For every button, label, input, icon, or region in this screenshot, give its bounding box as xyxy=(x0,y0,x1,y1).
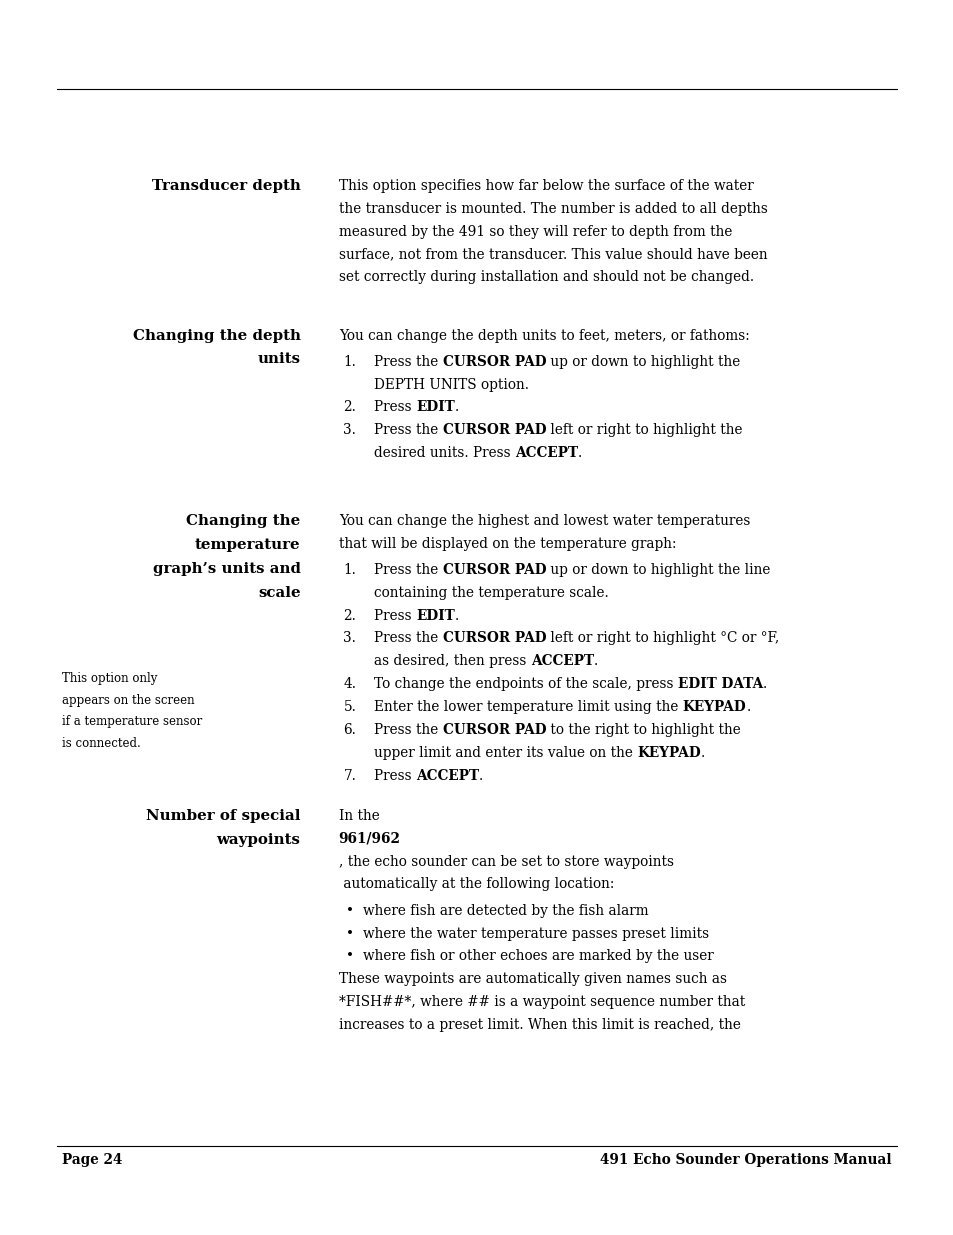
Text: desired units. Press: desired units. Press xyxy=(374,446,515,461)
Text: CURSOR PAD: CURSOR PAD xyxy=(442,631,546,646)
Text: 5.: 5. xyxy=(343,700,355,714)
Text: Press the: Press the xyxy=(374,722,442,737)
Text: EDIT: EDIT xyxy=(416,609,455,622)
Text: Number of special: Number of special xyxy=(146,809,300,823)
Text: where fish or other echoes are marked by the user: where fish or other echoes are marked by… xyxy=(362,950,713,963)
Text: You can change the depth units to feet, meters, or fathoms:: You can change the depth units to feet, … xyxy=(338,329,749,342)
Text: Changing the: Changing the xyxy=(186,514,300,527)
Text: .: . xyxy=(593,655,598,668)
Text: 2.: 2. xyxy=(343,609,355,622)
Text: surface, not from the transducer. This value should have been: surface, not from the transducer. This v… xyxy=(338,247,766,262)
Text: 3.: 3. xyxy=(343,424,355,437)
Text: containing the temperature scale.: containing the temperature scale. xyxy=(374,585,608,600)
Text: EDIT DATA: EDIT DATA xyxy=(678,677,762,692)
Text: This option only: This option only xyxy=(62,672,157,685)
Text: This option specifies how far below the surface of the water: This option specifies how far below the … xyxy=(338,179,753,193)
Text: left or right to highlight the: left or right to highlight the xyxy=(546,424,742,437)
Text: KEYPAD: KEYPAD xyxy=(682,700,745,714)
Text: DEPTH UNITS option.: DEPTH UNITS option. xyxy=(374,378,528,391)
Text: 1.: 1. xyxy=(343,354,355,369)
Text: units: units xyxy=(257,352,300,367)
Text: where fish are detected by the fish alarm: where fish are detected by the fish alar… xyxy=(362,904,647,918)
Text: .: . xyxy=(455,400,458,415)
Text: set correctly during installation and should not be changed.: set correctly during installation and sh… xyxy=(338,270,753,284)
Text: is connected.: is connected. xyxy=(62,737,141,750)
Text: •: • xyxy=(346,950,354,963)
Text: .: . xyxy=(478,768,483,783)
Text: 491 Echo Sounder Operations Manual: 491 Echo Sounder Operations Manual xyxy=(599,1153,891,1167)
Text: .: . xyxy=(762,677,766,692)
Text: Press the: Press the xyxy=(374,563,442,577)
Text: ACCEPT: ACCEPT xyxy=(416,768,478,783)
Text: .: . xyxy=(700,746,704,760)
Text: In the: In the xyxy=(338,809,379,823)
Text: Press: Press xyxy=(374,609,416,622)
Text: left or right to highlight °C or °F,: left or right to highlight °C or °F, xyxy=(546,631,779,646)
Text: temperature: temperature xyxy=(194,537,300,552)
Text: 4.: 4. xyxy=(343,677,356,692)
Text: waypoints: waypoints xyxy=(216,832,300,847)
Text: up or down to highlight the: up or down to highlight the xyxy=(546,354,740,369)
Text: upper limit and enter its value on the: upper limit and enter its value on the xyxy=(374,746,637,760)
Text: .: . xyxy=(455,609,458,622)
Text: 1.: 1. xyxy=(343,563,355,577)
Text: the transducer is mounted. The number is added to all depths: the transducer is mounted. The number is… xyxy=(338,201,767,216)
Text: if a temperature sensor: if a temperature sensor xyxy=(62,715,202,729)
Text: EDIT: EDIT xyxy=(416,400,455,415)
Text: .: . xyxy=(745,700,750,714)
Text: 7.: 7. xyxy=(343,768,355,783)
Text: Press the: Press the xyxy=(374,354,442,369)
Text: appears on the screen: appears on the screen xyxy=(62,694,194,706)
Text: measured by the 491 so they will refer to depth from the: measured by the 491 so they will refer t… xyxy=(338,225,731,238)
Text: , the echo sounder can be set to store waypoints: , the echo sounder can be set to store w… xyxy=(338,855,673,868)
Text: CURSOR PAD: CURSOR PAD xyxy=(442,424,546,437)
Text: 6.: 6. xyxy=(343,722,355,737)
Text: as desired, then press: as desired, then press xyxy=(374,655,530,668)
Text: Transducer depth: Transducer depth xyxy=(152,179,300,193)
Text: 3.: 3. xyxy=(343,631,355,646)
Text: You can change the highest and lowest water temperatures: You can change the highest and lowest wa… xyxy=(338,514,749,527)
Text: *FISH##*, where ## is a waypoint sequence number that: *FISH##*, where ## is a waypoint sequenc… xyxy=(338,995,744,1009)
Text: To change the endpoints of the scale, press: To change the endpoints of the scale, pr… xyxy=(374,677,678,692)
Text: •: • xyxy=(346,926,354,941)
Text: increases to a preset limit. When this limit is reached, the: increases to a preset limit. When this l… xyxy=(338,1018,740,1032)
Text: automatically at the following location:: automatically at the following location: xyxy=(338,878,614,892)
Text: graph’s units and: graph’s units and xyxy=(152,562,300,576)
Text: where the water temperature passes preset limits: where the water temperature passes prese… xyxy=(362,926,708,941)
Text: ACCEPT: ACCEPT xyxy=(515,446,578,461)
Text: .: . xyxy=(578,446,581,461)
Text: These waypoints are automatically given names such as: These waypoints are automatically given … xyxy=(338,972,726,987)
Text: up or down to highlight the line: up or down to highlight the line xyxy=(546,563,770,577)
Text: Press the: Press the xyxy=(374,631,442,646)
Text: 2.: 2. xyxy=(343,400,355,415)
Text: 961/962: 961/962 xyxy=(338,832,400,846)
Text: Page 24: Page 24 xyxy=(62,1153,122,1167)
Text: Enter the lower temperature limit using the: Enter the lower temperature limit using … xyxy=(374,700,682,714)
Text: that will be displayed on the temperature graph:: that will be displayed on the temperatur… xyxy=(338,536,676,551)
Text: Press the: Press the xyxy=(374,424,442,437)
Text: KEYPAD: KEYPAD xyxy=(637,746,700,760)
Text: CURSOR PAD: CURSOR PAD xyxy=(442,563,546,577)
Text: CURSOR PAD: CURSOR PAD xyxy=(442,722,546,737)
Text: CURSOR PAD: CURSOR PAD xyxy=(442,354,546,369)
Text: Press: Press xyxy=(374,768,416,783)
Text: scale: scale xyxy=(257,585,300,600)
Text: ACCEPT: ACCEPT xyxy=(530,655,593,668)
Text: •: • xyxy=(346,904,354,918)
Text: to the right to highlight the: to the right to highlight the xyxy=(546,722,740,737)
Text: Changing the depth: Changing the depth xyxy=(132,329,300,342)
Text: Press: Press xyxy=(374,400,416,415)
